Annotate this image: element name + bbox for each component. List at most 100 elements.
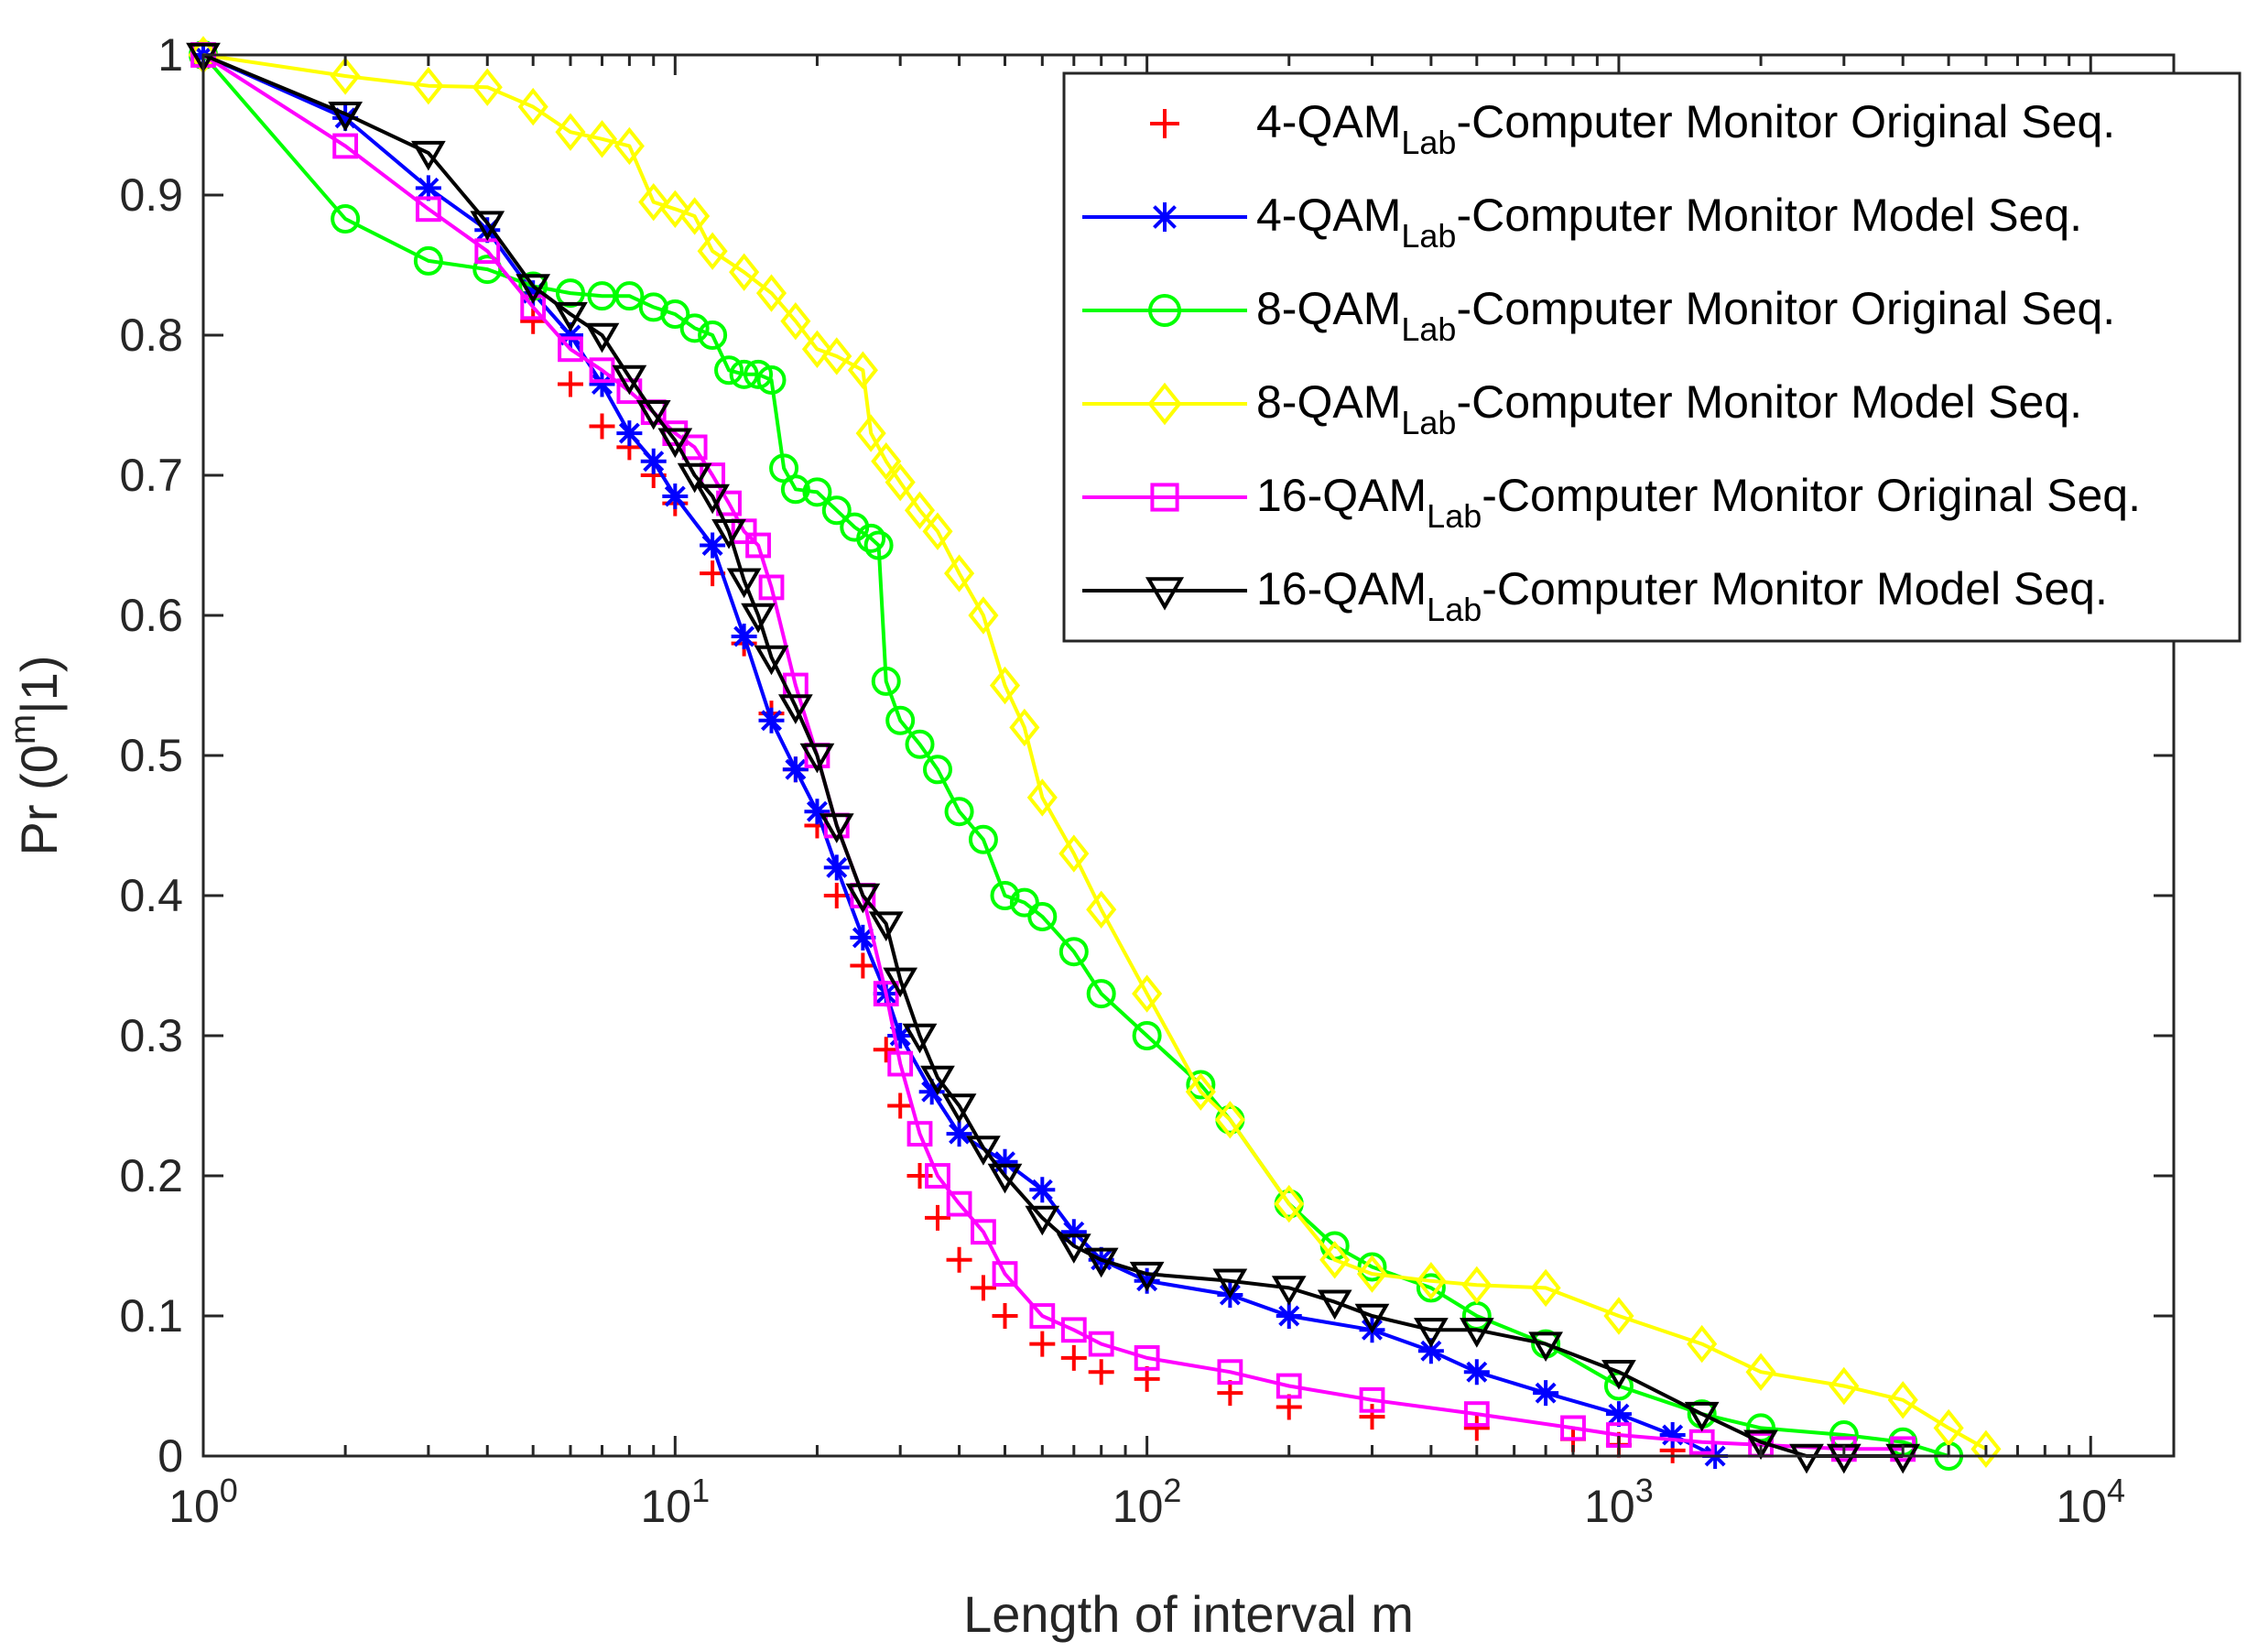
data-point bbox=[1743, 1429, 1778, 1461]
data-point bbox=[638, 182, 669, 222]
data-point bbox=[662, 483, 689, 509]
data-point bbox=[613, 126, 645, 166]
data-point bbox=[659, 190, 690, 229]
x-tick-exponent: 2 bbox=[1163, 1472, 1181, 1509]
data-point bbox=[873, 981, 899, 1006]
x-tick-label: 103 bbox=[1584, 1472, 1654, 1532]
data-point bbox=[887, 1092, 914, 1119]
x-tick-label: 102 bbox=[1113, 1472, 1182, 1532]
data-point bbox=[1134, 1345, 1160, 1371]
legend-label-rest: -Computer Monitor Original Seq. bbox=[1456, 96, 2115, 147]
data-point bbox=[1417, 1338, 1444, 1364]
data-point bbox=[873, 1037, 899, 1063]
data-point bbox=[553, 301, 588, 332]
data-point bbox=[1214, 1101, 1245, 1139]
y-tick-label: 0.2 bbox=[119, 1150, 183, 1201]
data-point bbox=[1129, 1261, 1165, 1292]
data-point bbox=[413, 245, 443, 276]
data-point bbox=[1354, 1303, 1390, 1334]
data-point bbox=[804, 799, 830, 825]
data-point bbox=[1058, 834, 1090, 873]
data-point bbox=[711, 519, 746, 549]
data-point bbox=[863, 530, 894, 560]
legend-entry-1: 4-QAMLab-Computer Monitor Original Seq. bbox=[1150, 96, 2115, 161]
data-point bbox=[1533, 1380, 1559, 1407]
data-point bbox=[819, 813, 854, 843]
y-tick-label: 0.5 bbox=[119, 730, 183, 781]
data-point bbox=[782, 756, 809, 783]
data-point bbox=[1463, 1415, 1490, 1441]
data-point bbox=[410, 140, 446, 171]
y-axis-title: Pr (0m|1) bbox=[3, 655, 68, 855]
data-point bbox=[1186, 1070, 1216, 1100]
data-point bbox=[677, 462, 712, 494]
legend-label-main: 4-QAM bbox=[1256, 190, 1401, 241]
legend-label: 4-QAMLab-Computer Monitor Original Seq. bbox=[1256, 96, 2115, 161]
data-point bbox=[1185, 1072, 1216, 1111]
legend-marker bbox=[1150, 109, 1179, 138]
legend-label-rest: -Computer Monitor Model Seq. bbox=[1456, 376, 2082, 428]
data-point bbox=[966, 1136, 1001, 1166]
data-point bbox=[1359, 1386, 1385, 1413]
data-point bbox=[1083, 1247, 1119, 1278]
data-point bbox=[331, 204, 361, 234]
x-axis-title: Length of interval m bbox=[963, 1585, 1414, 1643]
data-point bbox=[640, 448, 667, 474]
legend-label-main: 16-QAM bbox=[1256, 470, 1427, 521]
legend-box bbox=[1062, 71, 2242, 643]
data-point bbox=[589, 357, 615, 384]
data-point bbox=[992, 1303, 1018, 1329]
x-tick-label: 101 bbox=[640, 1472, 710, 1532]
data-point bbox=[755, 274, 787, 312]
data-point bbox=[415, 175, 441, 201]
data-point bbox=[1684, 1401, 1720, 1432]
data-point bbox=[1029, 1177, 1056, 1203]
data-point bbox=[520, 308, 547, 334]
data-point bbox=[868, 911, 904, 941]
data-point bbox=[330, 57, 361, 95]
data-point bbox=[660, 299, 690, 330]
legend-label: 16-QAMLab-Computer Monitor Model Seq. bbox=[1256, 563, 2108, 628]
data-point bbox=[186, 42, 221, 73]
data-point bbox=[1659, 1422, 1686, 1449]
data-point bbox=[970, 1275, 996, 1301]
data-point bbox=[520, 294, 547, 321]
x-tick-exponent: 3 bbox=[1635, 1472, 1654, 1509]
data-point bbox=[741, 603, 776, 634]
data-point bbox=[906, 1121, 933, 1147]
legend-label-main: 8-QAM bbox=[1256, 376, 1401, 428]
data-point bbox=[968, 824, 998, 854]
data-point bbox=[799, 743, 835, 774]
data-point bbox=[821, 337, 852, 375]
data-point bbox=[584, 322, 620, 353]
data-point bbox=[520, 280, 547, 307]
x-tick-base: 10 bbox=[1113, 1481, 1164, 1532]
y-tick-label: 0.7 bbox=[119, 450, 183, 501]
data-point bbox=[1463, 1401, 1490, 1427]
data-point bbox=[472, 68, 503, 106]
data-point bbox=[1217, 1359, 1243, 1386]
data-point bbox=[904, 491, 936, 529]
data-point bbox=[1029, 1303, 1056, 1329]
data-point bbox=[1603, 1297, 1634, 1335]
data-point bbox=[558, 336, 583, 363]
data-point bbox=[332, 104, 359, 131]
data-point bbox=[745, 532, 771, 559]
data-point bbox=[1058, 937, 1089, 967]
y-axis-title-base: Pr (0 bbox=[10, 744, 68, 855]
data-point bbox=[924, 1204, 950, 1231]
data-point bbox=[1056, 1234, 1091, 1264]
data-point bbox=[695, 484, 730, 515]
y-tick-label: 1 bbox=[157, 29, 183, 81]
x-tick-label: 104 bbox=[2056, 1472, 2125, 1532]
data-point bbox=[1416, 1262, 1447, 1300]
y-tick-label: 0.8 bbox=[119, 310, 183, 361]
data-point bbox=[1414, 1318, 1449, 1348]
data-point bbox=[847, 351, 878, 389]
y-tick-label: 0.9 bbox=[119, 169, 183, 221]
data-point bbox=[885, 705, 916, 735]
x-tick-base: 10 bbox=[168, 1481, 220, 1532]
legend: 4-QAMLab-Computer Monitor Original Seq. 4… bbox=[1062, 71, 2242, 643]
series-4 bbox=[188, 36, 2002, 1469]
data-point bbox=[887, 1050, 914, 1077]
